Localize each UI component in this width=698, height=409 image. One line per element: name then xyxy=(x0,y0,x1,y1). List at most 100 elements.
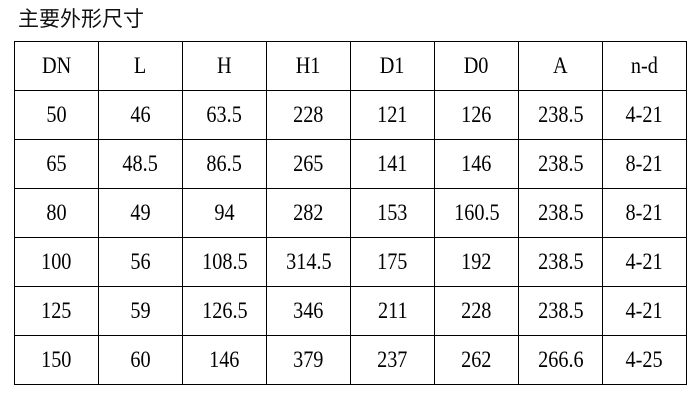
table-row: 125 59 126.5 346 211 228 238.5 4-21 xyxy=(14,286,687,336)
table-cell: 141 xyxy=(350,139,435,189)
table-cell: 146 xyxy=(182,335,267,385)
cell-text: 211 xyxy=(377,298,408,323)
table-cell: 46 xyxy=(98,90,183,140)
cell-text: n-d xyxy=(630,53,658,78)
table-cell: 160.5 xyxy=(434,188,519,238)
cell-text: 63.5 xyxy=(206,102,243,127)
cell-text: 94 xyxy=(214,200,235,225)
table-cell: 121 xyxy=(350,90,435,140)
cell-text: 175 xyxy=(377,249,408,274)
table-cell: 65 xyxy=(14,139,99,189)
table-cell: 56 xyxy=(98,237,183,287)
table-cell: 228 xyxy=(266,90,351,140)
cell-text: 4-25 xyxy=(625,347,664,372)
cell-text: DN xyxy=(41,53,72,78)
cell-text: 126.5 xyxy=(201,298,248,323)
cell-text: 282 xyxy=(293,200,324,225)
cell-text: 49 xyxy=(130,200,151,225)
cell-text: H1 xyxy=(296,53,321,78)
header-cell: A xyxy=(518,41,603,91)
cell-text: 48.5 xyxy=(122,151,159,176)
table-row: 150 60 146 379 237 262 266.6 4-25 xyxy=(14,335,687,385)
header-cell: n-d xyxy=(602,41,687,91)
table-title: 主要外形尺寸 xyxy=(18,7,144,31)
table-cell: 228 xyxy=(434,286,519,336)
cell-text: 65 xyxy=(46,151,67,176)
table-cell: 282 xyxy=(266,188,351,238)
cell-text: 8-21 xyxy=(625,151,664,176)
header-cell: D1 xyxy=(350,41,435,91)
cell-text: 59 xyxy=(130,298,151,323)
table-cell: 80 xyxy=(14,188,99,238)
table-cell: 49 xyxy=(98,188,183,238)
cell-text: 238.5 xyxy=(537,102,584,127)
table-cell: 211 xyxy=(350,286,435,336)
cell-text: 160.5 xyxy=(453,200,500,225)
table-cell: 108.5 xyxy=(182,237,267,287)
table-cell: 48.5 xyxy=(98,139,183,189)
cell-text: 238.5 xyxy=(537,249,584,274)
cell-text: D0 xyxy=(464,53,489,78)
cell-text: 125 xyxy=(41,298,72,323)
table-cell: 126.5 xyxy=(182,286,267,336)
cell-text: 192 xyxy=(461,249,492,274)
header-cell: H1 xyxy=(266,41,351,91)
table-cell: 50 xyxy=(14,90,99,140)
header-cell: L xyxy=(98,41,183,91)
cell-text: 121 xyxy=(377,102,408,127)
table-cell: 238.5 xyxy=(518,90,603,140)
cell-text: 8-21 xyxy=(625,200,664,225)
table-row: 100 56 108.5 314.5 175 192 238.5 4-21 xyxy=(14,237,687,287)
cell-text: 237 xyxy=(377,347,408,372)
header-cell: DN xyxy=(14,41,99,91)
table-cell: 63.5 xyxy=(182,90,267,140)
table-cell: 346 xyxy=(266,286,351,336)
cell-text: 379 xyxy=(293,347,324,372)
cell-text: 4-21 xyxy=(625,102,664,127)
cell-text: 60 xyxy=(130,347,151,372)
cell-text: 238.5 xyxy=(537,298,584,323)
table-row: 80 49 94 282 153 160.5 238.5 8-21 xyxy=(14,188,687,238)
table-cell: 4-21 xyxy=(602,286,687,336)
header-cell: H xyxy=(182,41,267,91)
cell-text: 228 xyxy=(293,102,324,127)
cell-text: 314.5 xyxy=(285,249,332,274)
cell-text: 153 xyxy=(377,200,408,225)
table-cell: 59 xyxy=(98,286,183,336)
table-cell: 314.5 xyxy=(266,237,351,287)
table-cell: 266.6 xyxy=(518,335,603,385)
cell-text: A xyxy=(553,53,568,78)
cell-text: 265 xyxy=(293,151,324,176)
table-cell: 238.5 xyxy=(518,237,603,287)
table-cell: 126 xyxy=(434,90,519,140)
cell-text: 4-21 xyxy=(625,249,664,274)
table-cell: 238.5 xyxy=(518,286,603,336)
cell-text: 146 xyxy=(209,347,240,372)
table-cell: 238.5 xyxy=(518,188,603,238)
cell-text: 46 xyxy=(130,102,151,127)
table-cell: 237 xyxy=(350,335,435,385)
cell-text: 80 xyxy=(46,200,67,225)
table-cell: 100 xyxy=(14,237,99,287)
cell-text: 108.5 xyxy=(201,249,248,274)
cell-text: 100 xyxy=(41,249,72,274)
cell-text: L xyxy=(134,53,147,78)
cell-text: D1 xyxy=(380,53,405,78)
table-cell: 238.5 xyxy=(518,139,603,189)
table-cell: 265 xyxy=(266,139,351,189)
cell-text: 126 xyxy=(461,102,492,127)
cell-text: 56 xyxy=(130,249,151,274)
table-cell: 86.5 xyxy=(182,139,267,189)
cell-text: 86.5 xyxy=(206,151,243,176)
table-cell: 4-21 xyxy=(602,90,687,140)
cell-text: 50 xyxy=(46,102,67,127)
cell-text: 4-21 xyxy=(625,298,664,323)
table-cell: 60 xyxy=(98,335,183,385)
cell-text: 238.5 xyxy=(537,151,584,176)
table-cell: 192 xyxy=(434,237,519,287)
table-row: 65 48.5 86.5 265 141 146 238.5 8-21 xyxy=(14,139,687,189)
cell-text: H xyxy=(217,53,232,78)
table-cell: 8-21 xyxy=(602,139,687,189)
